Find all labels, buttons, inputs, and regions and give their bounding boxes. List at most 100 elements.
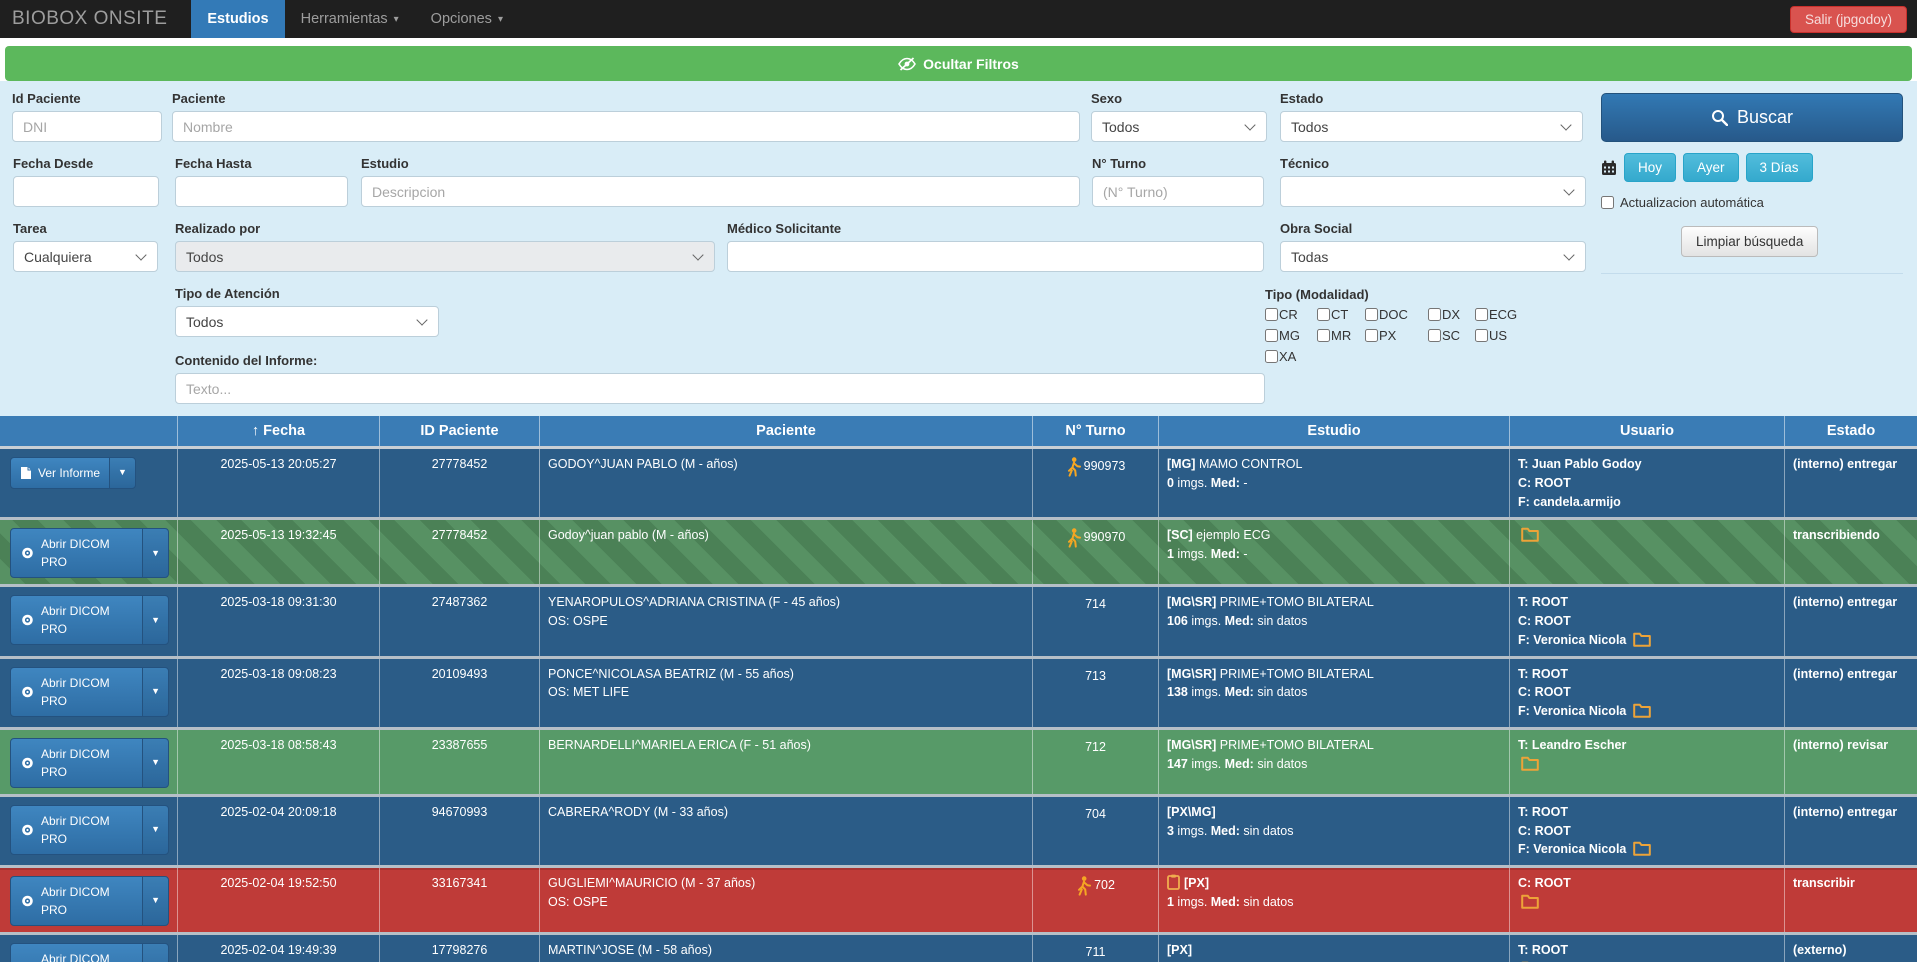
chevron-down-icon — [692, 248, 704, 261]
table-row[interactable]: Abrir DICOM PRO ▼ 2025-03-18 08:58:43 23387… — [0, 726, 1917, 794]
caret-down-icon[interactable]: ▼ — [142, 529, 168, 578]
fecha-desde-input[interactable] — [13, 176, 159, 207]
medico-solicitante-input[interactable] — [727, 241, 1264, 272]
modalidad-checkbox-MR[interactable] — [1317, 329, 1330, 342]
auto-update-checkbox[interactable] — [1601, 196, 1614, 209]
caret-down-icon[interactable]: ▼ — [142, 596, 168, 645]
ayer-button[interactable]: Ayer — [1683, 153, 1739, 182]
header-estado[interactable]: Estado — [1826, 423, 1876, 439]
row-action-button[interactable]: Abrir DICOM PRO — [11, 668, 142, 716]
header-id-paciente[interactable]: ID Paciente — [380, 416, 540, 446]
folder-icon[interactable] — [1630, 703, 1651, 718]
row-action-button[interactable]: Abrir DICOM PRO — [11, 739, 142, 787]
cell-paciente: PONCE^NICOLASA BEATRIZ (M - 55 años) OS: … — [540, 658, 1033, 727]
obra-social-select[interactable]: Todas — [1280, 241, 1586, 272]
modalidad-checkbox-US[interactable] — [1475, 329, 1488, 342]
document-icon — [20, 466, 32, 480]
caret-down-icon[interactable]: ▼ — [142, 877, 168, 925]
cell-id-paciente: 33167341 — [380, 868, 540, 932]
caret-down-icon[interactable]: ▼ — [142, 805, 168, 854]
cell-fecha: 2025-03-18 08:58:43 — [178, 729, 380, 794]
table-row[interactable]: Abrir DICOM PRO ▼ 2025-05-13 19:32:45 27778… — [0, 517, 1917, 585]
table-row[interactable]: Abrir DICOM PRO ▼ 2025-02-04 19:49:3917798… — [0, 932, 1917, 962]
header-paciente[interactable]: Paciente — [540, 416, 1033, 446]
turno-input[interactable] — [1092, 176, 1264, 207]
row-action-button[interactable]: Abrir DICOM PRO — [11, 877, 142, 925]
tipo-atencion-select[interactable]: Todos — [175, 306, 439, 337]
tarea-select[interactable]: Cualquiera — [13, 241, 158, 272]
modalidad-option-CR: CR — [1265, 307, 1317, 322]
row-action-button[interactable]: Abrir DICOM PRO — [11, 596, 142, 644]
estudio-input[interactable] — [361, 176, 1080, 207]
modalidad-checkbox-CT[interactable] — [1317, 308, 1330, 321]
sexo-select[interactable]: Todos — [1091, 111, 1267, 142]
row-action-button[interactable]: Abrir DICOM PRO — [11, 529, 142, 577]
chevron-down-icon — [416, 313, 428, 326]
header-estudio[interactable]: Estudio — [1159, 416, 1510, 446]
clipboard-icon — [1167, 874, 1184, 890]
divider — [1601, 273, 1903, 274]
limpiar-busqueda-button[interactable]: Limpiar búsqueda — [1681, 226, 1819, 257]
header-turno[interactable]: N° Turno — [1033, 416, 1159, 446]
modalidad-checkbox-XA[interactable] — [1265, 350, 1278, 363]
cell-estado: transcribiendo — [1793, 528, 1880, 543]
caret-down-icon[interactable]: ▼ — [142, 738, 168, 787]
tres-dias-button[interactable]: 3 Días — [1745, 153, 1813, 182]
logout-button[interactable]: Salir (jpgodoy) — [1789, 5, 1907, 33]
row-action-split-button: Abrir DICOM PRO▼ — [10, 876, 169, 926]
modalidad-option-MR: MR — [1317, 328, 1365, 343]
menu-opciones[interactable]: Opciones ▾ — [430, 11, 503, 27]
table-row[interactable]: Abrir DICOM PRO ▼ 2025-03-18 09:08:23 20109… — [0, 655, 1917, 727]
caret-down-icon[interactable]: ▼ — [142, 667, 168, 716]
tecnico-select[interactable] — [1280, 176, 1586, 207]
row-action-button[interactable]: Abrir DICOM PRO — [41, 952, 110, 962]
hide-filters-toggle[interactable]: Ocultar Filtros — [5, 46, 1912, 81]
table-row[interactable]: Ver Informe ▼ 2025-05-13 20:05:27 27778452 G… — [0, 446, 1917, 518]
table-row[interactable]: Abrir DICOM PRO ▼ 2025-02-04 19:52:50 33167… — [0, 865, 1917, 932]
tab-estudios[interactable]: Estudios — [191, 0, 285, 38]
cell-usuario: C: ROOT — [1510, 868, 1785, 932]
walking-icon — [1066, 528, 1081, 549]
estado-select[interactable]: Todos — [1280, 111, 1583, 142]
header-fecha[interactable]: ↑ Fecha — [178, 416, 380, 446]
header-usuario[interactable]: Usuario — [1510, 416, 1785, 446]
cell-estudio: [MG\SR] PRIME+TOMO BILATERAL 106 imgs. Me… — [1159, 587, 1510, 656]
row-action-button[interactable]: Abrir DICOM PRO — [11, 806, 142, 854]
modalidad-checkbox-DX[interactable] — [1428, 308, 1441, 321]
hoy-button[interactable]: Hoy — [1624, 153, 1677, 182]
cell-paciente: CABRERA^RODY (M - 33 años) — [540, 796, 1033, 865]
modalidad-checkbox-SC[interactable] — [1428, 329, 1441, 342]
modalidad-checkbox-ECG[interactable] — [1475, 308, 1488, 321]
table-row[interactable]: Abrir DICOM PRO ▼ 2025-03-18 09:31:30 27487… — [0, 584, 1917, 656]
modalidad-checkbox-DOC[interactable] — [1365, 308, 1378, 321]
folder-icon[interactable] — [1518, 894, 1539, 909]
row-action-split-button: Abrir DICOM PRO ▼ — [10, 943, 169, 962]
realizado-por-select[interactable]: Todos — [175, 241, 715, 272]
modalidad-checkbox-MG[interactable] — [1265, 329, 1278, 342]
id-paciente-input[interactable] — [12, 111, 162, 142]
paciente-input[interactable] — [172, 111, 1080, 142]
cell-estado: (interno) entregar — [1793, 457, 1898, 471]
modalidad-checkbox-PX[interactable] — [1365, 329, 1378, 342]
menu-herramientas[interactable]: Herramientas ▾ — [300, 11, 399, 27]
row-action-cell: Abrir DICOM PRO▼ — [0, 658, 178, 727]
folder-icon[interactable] — [1518, 528, 1539, 543]
cell-id-paciente: 27487362 — [380, 587, 540, 656]
buscar-button[interactable]: Buscar — [1601, 93, 1903, 142]
row-action-button[interactable]: Ver Informe — [11, 458, 109, 488]
folder-icon[interactable] — [1518, 756, 1539, 771]
caret-down-icon[interactable]: ▼ — [109, 458, 135, 488]
row-action-split-button: Abrir DICOM PRO▼ — [10, 804, 169, 855]
caret-down-icon[interactable]: ▼ — [142, 944, 168, 962]
table-row[interactable]: Abrir DICOM PRO ▼ 2025-02-04 20:09:18 94670… — [0, 793, 1917, 865]
folder-icon[interactable] — [1630, 632, 1651, 647]
fecha-hasta-input[interactable] — [175, 176, 348, 207]
modalidad-checkbox-CR[interactable] — [1265, 308, 1278, 321]
modalidad-checkboxes: CR CT DOC DX ECG MG MR PX SC US XA — [1265, 307, 1586, 364]
navbar: BIOBOX ONSITE Estudios Herramientas ▾ Op… — [0, 0, 1917, 38]
contenido-informe-input[interactable] — [175, 373, 1265, 404]
chevron-down-icon — [1563, 183, 1575, 196]
folder-icon[interactable] — [1630, 842, 1651, 857]
cell-id-paciente: 94670993 — [380, 796, 540, 865]
cell-estudio: [SC] ejemplo ECG 1 imgs. Med: - — [1159, 520, 1510, 585]
